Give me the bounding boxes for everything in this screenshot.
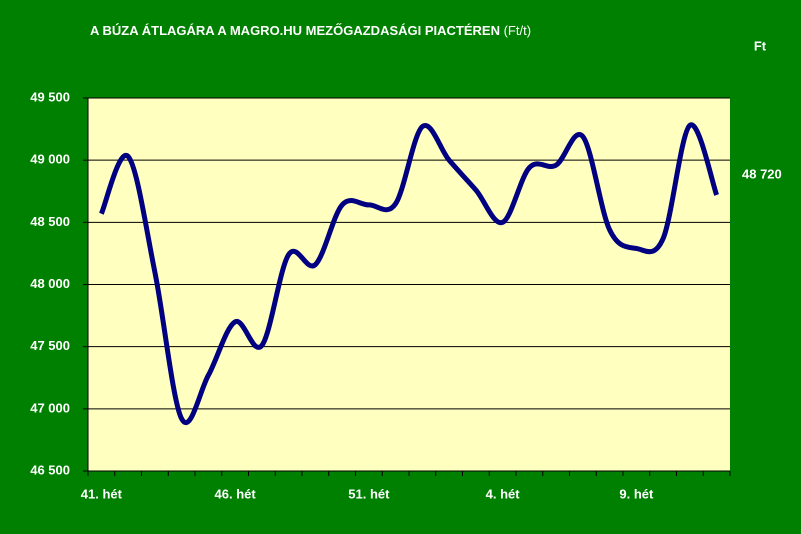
title-unit: (Ft/t) — [504, 23, 531, 38]
y-tick-label: 48 000 — [30, 276, 70, 291]
y-tick-label: 48 500 — [30, 214, 70, 229]
y-tick-label: 49 500 — [30, 89, 70, 104]
y-tick-label: 47 500 — [30, 338, 70, 353]
x-tick-label: 41. hét — [81, 486, 123, 501]
y-tick-label: 46 500 — [30, 462, 70, 477]
value-label: 48 720 — [742, 166, 782, 181]
y-tick-label: 47 000 — [30, 400, 70, 415]
x-tick-label: 51. hét — [348, 486, 390, 501]
line-series — [99, 122, 719, 425]
y-unit-label: Ft — [754, 38, 767, 53]
y-tick-label: 49 000 — [30, 152, 70, 167]
x-tick-label: 46. hét — [215, 486, 257, 501]
chart-title: A BÚZA ÁTLAGÁRA A MAGRO.HU MEZŐGAZDASÁGI… — [90, 23, 531, 38]
title-main: A BÚZA ÁTLAGÁRA A MAGRO.HU MEZŐGAZDASÁGI… — [90, 23, 500, 38]
x-tick-label: 4. hét — [486, 486, 521, 501]
x-tick-label: 9. hét — [619, 486, 654, 501]
